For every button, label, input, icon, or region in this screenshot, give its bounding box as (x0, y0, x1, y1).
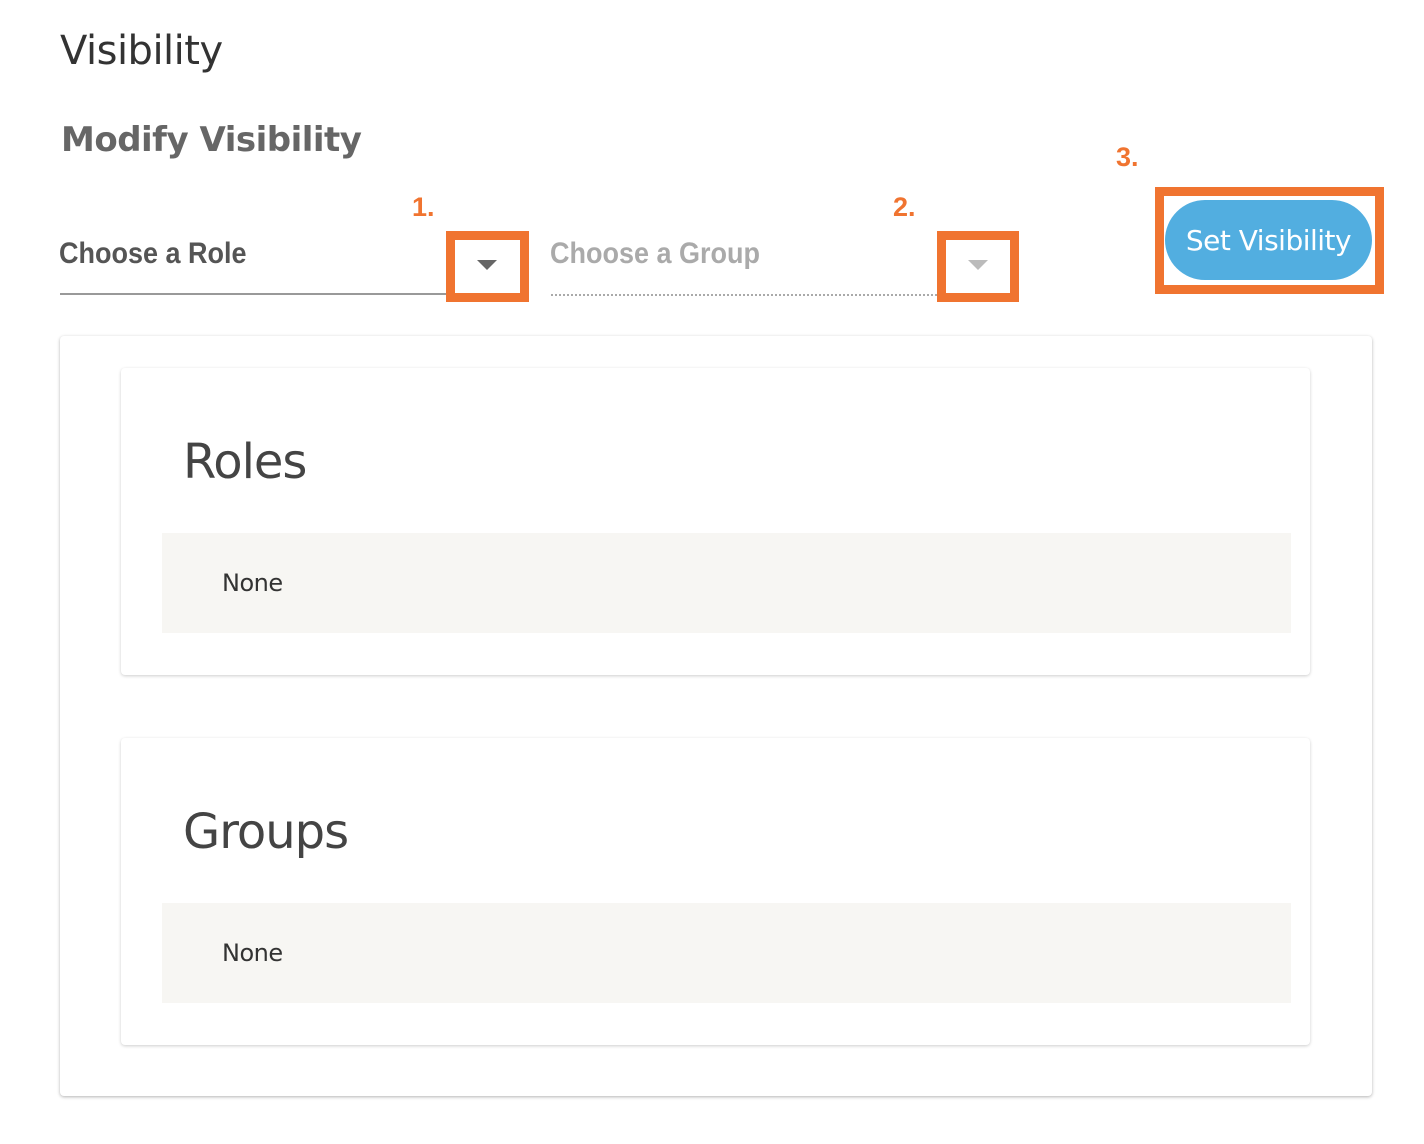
annotation-highlight-3 (1155, 187, 1384, 294)
annotation-highlight-1 (446, 231, 529, 302)
group-select-underline (551, 294, 937, 296)
annotation-highlight-2 (937, 231, 1019, 302)
roles-card: Roles None (121, 368, 1310, 675)
annotation-step-3: 3. (1116, 142, 1139, 172)
annotation-step-1: 1. (412, 192, 435, 222)
groups-list: None (162, 903, 1291, 1003)
caret-down-icon[interactable] (477, 260, 497, 270)
set-visibility-button[interactable]: Set Visibility (1165, 200, 1372, 280)
groups-card: Groups None (121, 738, 1310, 1045)
groups-value: None (222, 939, 283, 967)
caret-down-icon[interactable] (968, 260, 988, 270)
group-select-placeholder[interactable]: Choose a Group (550, 237, 761, 270)
page-title: Visibility (60, 28, 223, 74)
section-subtitle: Modify Visibility (61, 120, 362, 160)
annotation-step-2: 2. (893, 192, 916, 222)
groups-title: Groups (183, 804, 349, 860)
role-select-placeholder[interactable]: Choose a Role (59, 237, 247, 270)
roles-title: Roles (183, 434, 307, 490)
roles-list: None (162, 533, 1291, 633)
role-select-underline (60, 293, 446, 295)
roles-value: None (222, 569, 283, 597)
